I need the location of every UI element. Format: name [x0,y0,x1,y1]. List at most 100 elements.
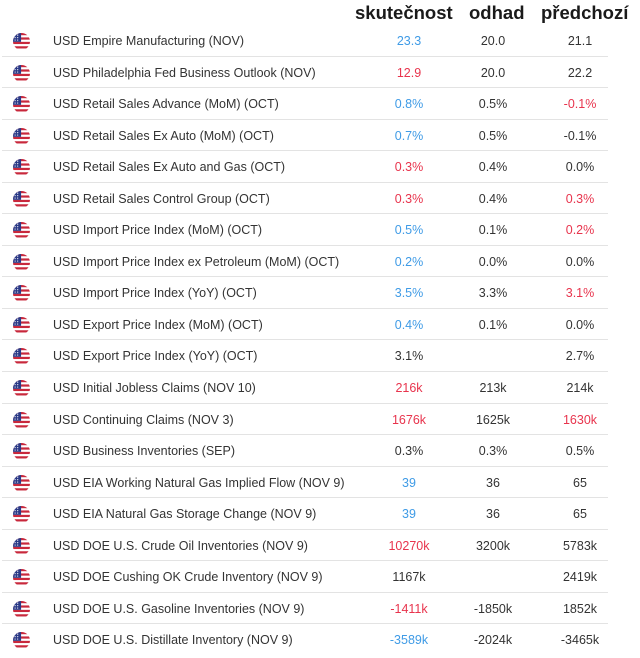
event-name: USD Retail Sales Ex Auto and Gas (OCT) [53,160,286,175]
column-header-actual: skutečnost [355,2,453,23]
actual-value: 0.2% [394,254,424,269]
actual-value: 0.3% [394,444,424,459]
previous-value: 2.7% [565,349,595,364]
event-name: USD DOE U.S. Distillate Inventory (NOV 9… [53,633,293,648]
event-name: USD Empire Manufacturing (NOV) [53,34,245,48]
actual-value: 1167k [392,570,426,585]
forecast-value: 20.0 [480,65,506,80]
event-row[interactable]: USD Import Price Index (YoY) (OCT) 3.5% … [0,277,640,309]
actual-value: 1676k [391,412,427,427]
event-row[interactable]: USD Import Price Index (MoM) (OCT) 0.5% … [0,214,640,246]
actual-value: 12.9 [396,65,422,80]
previous-value: 214k [566,381,594,396]
forecast-value: 3.3% [478,286,508,301]
actual-value: -3589k [389,633,429,648]
actual-value: 0.5% [394,223,424,238]
us-flag-icon [13,380,30,398]
actual-value: 10270k [388,538,430,553]
event-name: USD Import Price Index (MoM) (OCT) [53,223,263,238]
forecast-value: 0.3% [478,444,508,459]
event-name: USD Export Price Index (MoM) (OCT) [53,317,263,332]
actual-value: 0.8% [394,97,424,112]
event-name: USD Retail Sales Ex Auto (MoM) (OCT) [53,128,274,143]
previous-value: 0.0% [565,160,595,175]
forecast-value: 0.0% [478,254,508,269]
previous-value: -0.1% [563,128,597,143]
event-row[interactable]: USD DOE U.S. Crude Oil Inventories (NOV … [0,530,640,562]
actual-value: -1411k [390,601,428,616]
forecast-value: 0.5% [478,97,508,112]
event-row[interactable]: USD Business Inventories (SEP) 0.3% 0.3%… [0,435,640,467]
event-row[interactable]: USD DOE U.S. Gasoline Inventories (NOV 9… [0,593,640,625]
forecast-value: -2024k [473,633,513,648]
event-name: USD DOE Cushing OK Crude Inventory (NOV … [53,570,323,585]
us-flag-icon [13,33,30,50]
event-name: USD DOE U.S. Crude Oil Inventories (NOV … [53,538,308,553]
event-row[interactable]: USD Initial Jobless Claims (NOV 10) 216k… [0,372,640,404]
event-row[interactable]: USD DOE Cushing OK Crude Inventory (NOV … [0,561,640,593]
us-flag-icon [13,253,30,271]
column-header-previous: předchozí [541,2,629,23]
us-flag-icon [13,632,30,650]
previous-value: 1852k [562,601,598,616]
us-flag-icon [13,222,30,240]
event-list: USD Empire Manufacturing (NOV) 23.3 20.0… [0,25,640,656]
forecast-value: 0.4% [478,191,508,206]
us-flag-icon [13,96,30,114]
forecast-value: 213k [479,381,507,396]
actual-value: 0.3% [394,160,424,175]
event-name: USD Initial Jobless Claims (NOV 10) [53,381,256,396]
forecast-value: 36 [486,475,500,490]
event-row[interactable]: USD EIA Natural Gas Storage Change (NOV … [0,498,640,530]
event-row[interactable]: USD Retail Sales Ex Auto and Gas (OCT) 0… [0,151,640,183]
us-flag-icon [13,127,30,145]
event-row[interactable]: USD Retail Sales Ex Auto (MoM) (OCT) 0.7… [0,120,640,152]
previous-value: 0.2% [565,223,595,238]
us-flag-icon [13,411,30,429]
us-flag-icon [13,64,30,82]
event-row[interactable]: USD Retail Sales Advance (MoM) (OCT) 0.8… [0,88,640,120]
us-flag-icon [13,443,30,461]
forecast-value: 36 [486,507,500,522]
us-flag-icon [13,569,30,587]
actual-value: 3.5% [394,286,424,301]
actual-value: 216k [395,381,423,396]
actual-value: 0.7% [394,128,424,143]
event-row[interactable]: USD Import Price Index ex Petroleum (MoM… [0,246,640,278]
actual-value: 39 [402,475,416,490]
table-header: skutečnost odhad předchozí [0,0,640,29]
previous-value: -3465k [560,633,600,648]
actual-value: 0.4% [394,317,424,332]
event-row[interactable]: USD DOE U.S. Distillate Inventory (NOV 9… [0,624,640,656]
forecast-value: 0.1% [478,223,508,238]
previous-value: 0.3% [565,191,595,206]
previous-value: 21.1 [567,34,593,48]
forecast-value: 20.0 [480,34,506,48]
forecast-value: 3200k [475,538,511,553]
forecast-value: 0.4% [478,160,508,175]
actual-value: 3.1% [394,349,424,364]
event-row[interactable]: USD EIA Working Natural Gas Implied Flow… [0,467,640,499]
event-row[interactable]: USD Export Price Index (MoM) (OCT) 0.4% … [0,309,640,341]
event-row[interactable]: USD Philadelphia Fed Business Outlook (N… [0,57,640,89]
us-flag-icon [13,506,30,524]
previous-value: 0.0% [565,254,595,269]
previous-value: 65 [573,507,587,522]
event-row[interactable]: USD Empire Manufacturing (NOV) 23.3 20.0… [0,25,640,57]
event-row[interactable]: USD Retail Sales Control Group (OCT) 0.3… [0,183,640,215]
event-name: USD EIA Natural Gas Storage Change (NOV … [53,507,317,522]
us-flag-icon [13,537,30,555]
event-row[interactable]: USD Continuing Claims (NOV 3) 1676k 1625… [0,404,640,436]
event-name: USD Import Price Index (YoY) (OCT) [53,286,257,301]
event-name: USD Continuing Claims (NOV 3) [53,412,234,427]
event-name: USD Export Price Index (YoY) (OCT) [53,349,258,364]
previous-value: 0.5% [565,444,595,459]
event-row[interactable]: USD Export Price Index (YoY) (OCT) 3.1% … [0,340,640,372]
column-header-forecast: odhad [469,2,525,23]
event-name: USD Business Inventories (SEP) [53,444,236,459]
previous-value: 22.2 [567,65,593,80]
previous-value: 0.0% [565,317,595,332]
event-name: USD Import Price Index ex Petroleum (MoM… [53,254,340,269]
us-flag-icon [13,285,30,303]
